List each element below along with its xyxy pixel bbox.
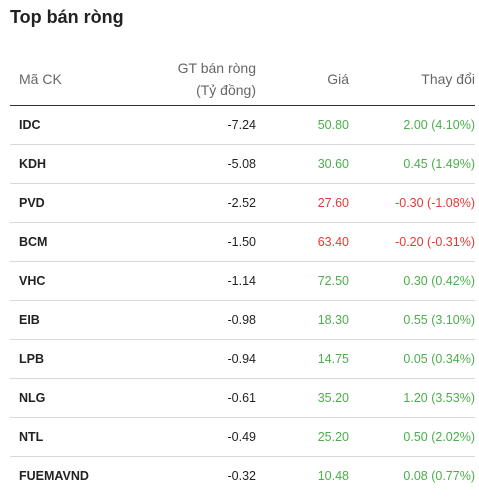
stock-price: 25.20 [256,417,349,457]
price-change: 0.55 (3.10%) [349,300,475,340]
price-change: 0.08 (0.77%) [403,469,475,483]
net-value-header-line1: GT bán ròng [177,59,256,76]
table-row[interactable]: EIB -0.98 18.30 0.55 (3.10%) [10,300,475,340]
stock-symbol[interactable]: BCM [10,222,133,262]
column-header-price[interactable]: Giá [256,52,349,106]
stock-price: 63.40 [256,222,349,262]
table-row[interactable]: FUEMAVND -0.32 10.48 0.08 (0.77%) [10,457,475,496]
stock-symbol[interactable]: LPB [10,339,133,379]
net-sell-value: -1.14 [133,261,256,301]
column-header-change[interactable]: Thay đổi [349,52,475,106]
stock-price: 72.50 [256,261,349,301]
net-sell-value: -7.24 [133,105,256,145]
table-row[interactable]: NTL -0.49 25.20 0.50 (2.02%) [10,417,475,457]
stock-symbol[interactable]: NTL [10,417,133,457]
stock-price: 35.20 [256,378,349,418]
net-sell-value: -0.32 [227,469,257,483]
net-value-header-line2: (Tỷ đồng) [196,81,256,98]
column-header-symbol[interactable]: Mã CK [10,52,133,106]
price-change: 2.00 (4.10%) [349,105,475,145]
net-sell-value: -0.61 [133,378,256,418]
table-row[interactable]: VHC -1.14 72.50 0.30 (0.42%) [10,261,475,301]
price-change: -0.30 (-1.08%) [349,183,475,223]
stock-symbol[interactable]: PVD [10,183,133,223]
stock-symbol[interactable]: IDC [10,105,133,145]
table-row[interactable]: LPB -0.94 14.75 0.05 (0.34%) [10,339,475,379]
stock-price: 10.48 [317,469,349,483]
column-header-net-value[interactable]: GT bán ròng (Tỷ đồng) [133,52,256,106]
stock-price: 27.60 [256,183,349,223]
stock-price: 30.60 [256,144,349,184]
stock-symbol[interactable]: FUEMAVND [19,469,89,483]
price-change: 0.45 (1.49%) [349,144,475,184]
net-sell-value: -0.98 [133,300,256,340]
price-change: 0.05 (0.34%) [349,339,475,379]
stock-price: 50.80 [256,105,349,145]
stock-symbol[interactable]: EIB [10,300,133,340]
net-sell-value: -0.94 [133,339,256,379]
net-sell-value: -2.52 [133,183,256,223]
table-row[interactable]: NLG -0.61 35.20 1.20 (3.53%) [10,378,475,418]
price-change: 0.50 (2.02%) [349,417,475,457]
widget-title: Top bán ròng [10,7,124,27]
table-row[interactable]: BCM -1.50 63.40 -0.20 (-0.31%) [10,222,475,262]
stock-price: 14.75 [256,339,349,379]
net-sell-table: Mã CK GT bán ròng (Tỷ đồng) Giá Thay đổi… [10,52,475,495]
price-change: 1.20 (3.53%) [349,378,475,418]
table-row[interactable]: PVD -2.52 27.60 -0.30 (-1.08%) [10,183,475,223]
stock-symbol[interactable]: VHC [10,261,133,301]
price-change: -0.20 (-0.31%) [349,222,475,262]
table-row[interactable]: KDH -5.08 30.60 0.45 (1.49%) [10,144,475,184]
table-row[interactable]: IDC -7.24 50.80 2.00 (4.10%) [10,105,475,145]
table-header-row: Mã CK GT bán ròng (Tỷ đồng) Giá Thay đổi [10,52,475,106]
net-sell-value: -0.49 [133,417,256,457]
net-sell-value: -1.50 [133,222,256,262]
stock-symbol[interactable]: KDH [10,144,133,184]
stock-symbol[interactable]: NLG [10,378,133,418]
net-sell-value: -5.08 [133,144,256,184]
price-change: 0.30 (0.42%) [349,261,475,301]
stock-price: 18.30 [256,300,349,340]
